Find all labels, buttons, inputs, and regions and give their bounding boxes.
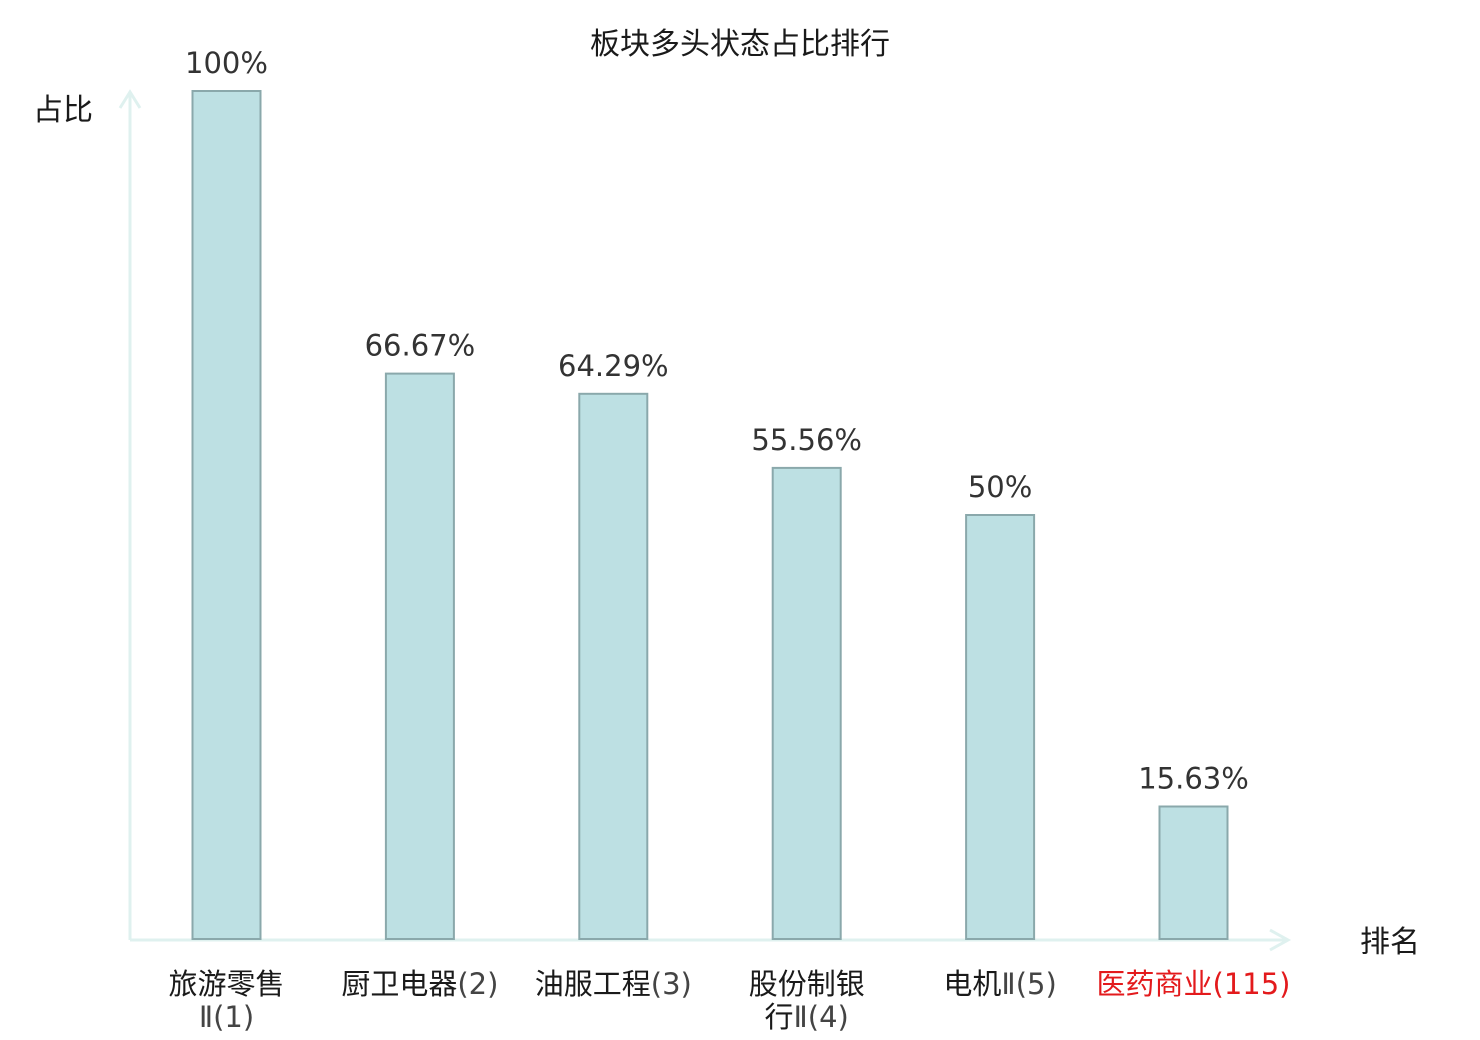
chart-title: 板块多头状态占比排行 [590, 27, 890, 62]
bar [578, 392, 649, 940]
category-label: 电机Ⅱ(5) [943, 967, 1056, 1001]
bar [771, 466, 842, 940]
bars-group [191, 90, 1229, 941]
value-label: 15.63% [1138, 762, 1249, 796]
category-label: 油服工程(3) [535, 967, 692, 1001]
axes [118, 89, 1292, 952]
category-labels-group: 旅游零售 Ⅱ(1) 厨卫电器(2) 油服工程(3) 股份制银行Ⅱ(4) 电机Ⅱ(5) 医药商… [168, 967, 1290, 1034]
category-label: 股份制银行Ⅱ(4) [749, 967, 865, 1034]
value-label: 100% [185, 46, 268, 80]
bar [965, 514, 1036, 940]
bar [384, 372, 455, 941]
bar [191, 90, 262, 940]
x-axis-arrow [1269, 928, 1292, 952]
x-axis-label: 排名 [1360, 925, 1420, 960]
value-label: 66.67% [365, 329, 476, 363]
value-labels-group: 100% 66.67% 64.29% 55.56% 50% 15.63% [185, 46, 1249, 796]
category-label: 医药商业(115) [1097, 967, 1291, 1001]
y-axis-arrow [118, 89, 142, 109]
value-label: 50% [968, 470, 1032, 504]
category-label: 旅游零售 Ⅱ(1) [168, 967, 284, 1034]
bar [1158, 805, 1229, 940]
category-label: 厨卫电器(2) [341, 967, 498, 1001]
value-label: 64.29% [558, 349, 669, 383]
value-label: 55.56% [751, 423, 862, 457]
y-axis-label: 占比 [33, 93, 93, 128]
